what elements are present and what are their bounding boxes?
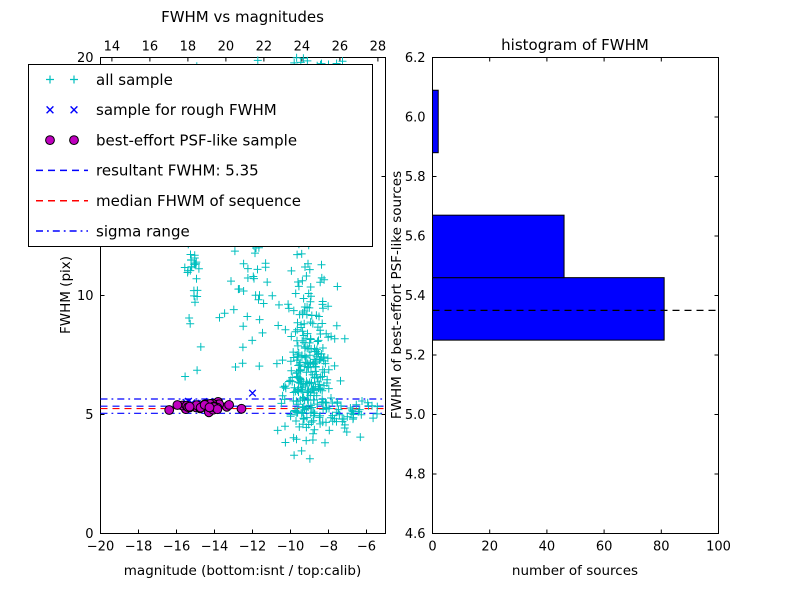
top-tick-label: 18 <box>180 40 197 55</box>
y-tick-label: 5.8 <box>405 170 426 185</box>
y-tick-label: 0 <box>85 527 93 542</box>
x-tick-label: −12 <box>239 540 266 555</box>
hist-bar <box>432 89 439 154</box>
legend-plus-marker <box>70 75 78 84</box>
y-tick-label: 5 <box>85 408 93 423</box>
x-tick-label: −16 <box>163 540 190 555</box>
legend-label: resultant FWHM: 5.35 <box>96 162 259 180</box>
scatter-plot: −20 −18 −16 −14 −12 −10 −8 −6 14 16 18 20 22 24 26 28 0 5… <box>28 40 387 555</box>
top-tick-label: 26 <box>332 40 349 55</box>
legend-circle-marker <box>69 135 79 146</box>
x-tick-label: 0 <box>428 540 436 555</box>
top-tick-label: 28 <box>370 40 387 55</box>
y-tick-label: 5.4 <box>405 289 426 304</box>
hist-bar <box>432 277 665 341</box>
hist-bar <box>432 214 565 279</box>
scatter-xlabel: magnitude (bottom:isnt / top:calib) <box>123 563 362 579</box>
x-tick-label: 40 <box>539 540 556 555</box>
y-tick-label: 20 <box>77 51 94 66</box>
y-tick-label: 5.6 <box>405 230 426 245</box>
scatter-title: FWHM vs magnitudes <box>161 8 324 26</box>
y-tick-label: 5.2 <box>405 349 426 364</box>
x-tick-label: −18 <box>125 540 152 555</box>
hist-title: histogram of FWHM <box>501 36 649 54</box>
top-tick-label: 14 <box>104 40 121 55</box>
y-tick-label: 5.0 <box>405 408 426 423</box>
series-circle <box>164 397 247 418</box>
x-tick-label: 80 <box>653 540 670 555</box>
legend-circle-marker <box>45 135 55 146</box>
legend-label: sample for rough FWHM <box>96 101 277 119</box>
legend-label: all sample <box>96 71 173 89</box>
hist-plot: 0 20 40 60 80 100 4.6 4.8 5.0 5.2 5.4 5.6 5.8 6.0 6.2 <box>405 51 731 555</box>
top-tick-label: 24 <box>294 40 311 55</box>
scatter-axes <box>100 57 386 534</box>
x-tick-label: −20 <box>87 540 114 555</box>
hist-xlabel: number of sources <box>511 563 639 579</box>
x-tick-label: −10 <box>277 540 304 555</box>
top-tick-label: 20 <box>218 40 235 55</box>
x-tick-label: 20 <box>481 540 498 555</box>
legend-x-marker <box>46 105 54 114</box>
x-tick-label: −6 <box>357 540 376 555</box>
x-tick-label: −8 <box>319 540 338 555</box>
x-tick-label: −14 <box>201 540 228 555</box>
y-tick-label: 6.2 <box>405 51 426 66</box>
y-tick-label: 6.0 <box>405 111 426 126</box>
legend: all sample sample for rough FWHM best-effo… <box>28 64 373 247</box>
top-tick-label: 22 <box>256 40 273 55</box>
legend-label: best-effort PSF-like sample <box>96 131 297 149</box>
legend-box <box>28 64 373 247</box>
x-tick-label: 100 <box>706 540 731 555</box>
legend-label: median FHWM of sequence <box>96 192 301 210</box>
x-tick-label: 60 <box>596 540 613 555</box>
y-tick-label: 10 <box>77 289 94 304</box>
top-tick-label: 16 <box>142 40 159 55</box>
legend-plus-marker <box>46 75 54 84</box>
legend-label: sigma range <box>96 222 190 240</box>
legend-x-marker <box>70 105 78 114</box>
y-tick-label: 4.6 <box>405 527 426 542</box>
y-tick-label: 4.8 <box>405 468 426 483</box>
